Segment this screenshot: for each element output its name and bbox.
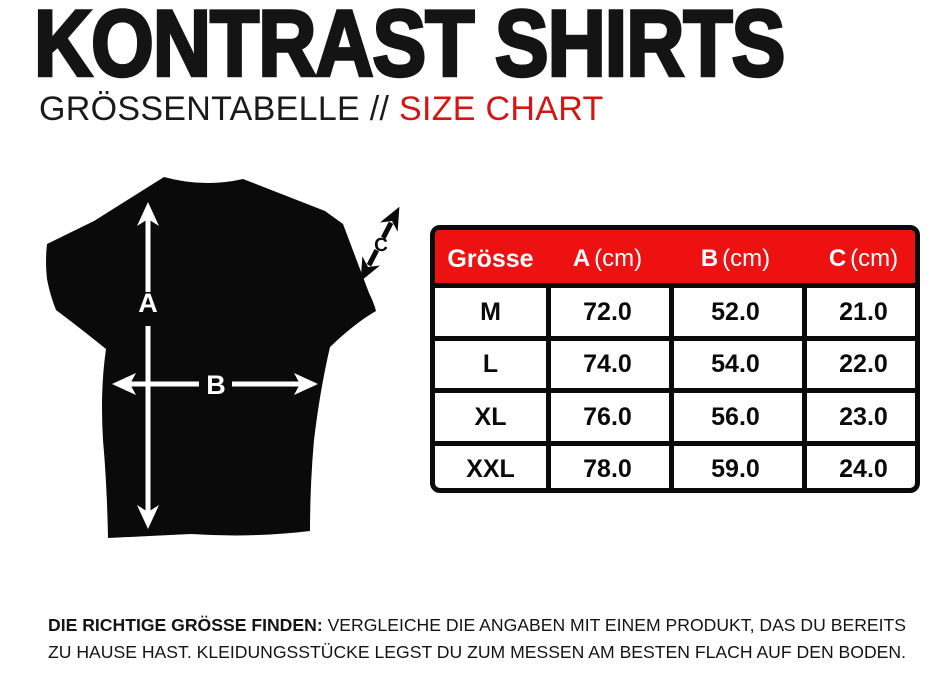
svg-text:C: C (374, 235, 388, 256)
svg-text:B: B (206, 370, 226, 400)
svg-text:A: A (138, 288, 158, 318)
